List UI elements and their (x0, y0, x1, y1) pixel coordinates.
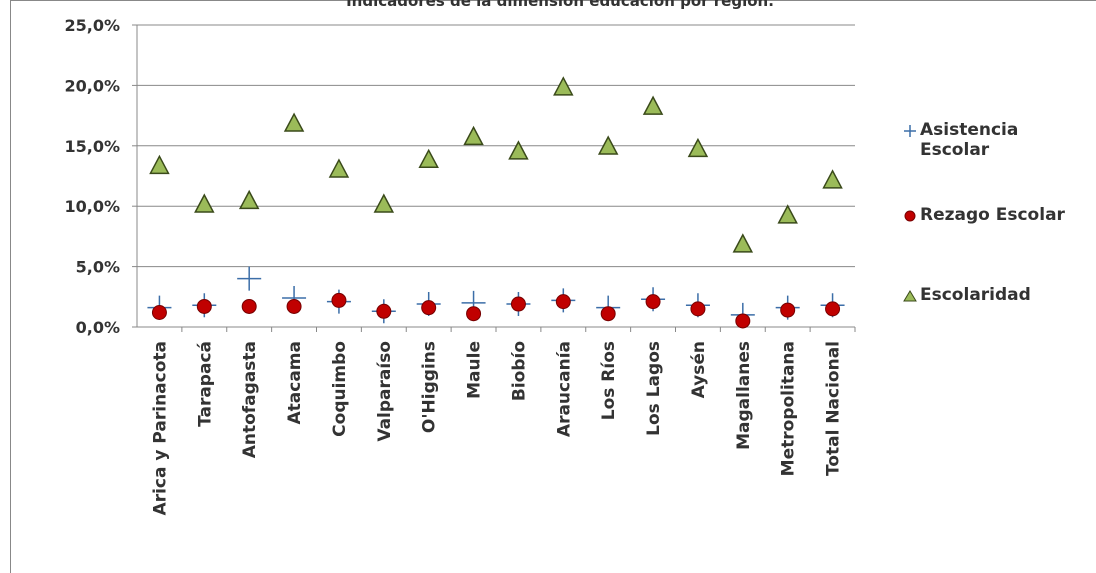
x-tick-label: Valparaíso (375, 341, 395, 442)
legend-marker (904, 125, 916, 137)
rezago-marker (286, 298, 302, 314)
escolaridad-marker (642, 95, 664, 115)
escolaridad-marker (822, 169, 843, 189)
escolaridad-marker (238, 189, 260, 210)
escolaridad-marker (373, 193, 395, 213)
escolaridad-marker (328, 158, 350, 178)
y-tick-label: 15,0% (64, 137, 120, 156)
x-tick-label: Los Lagos (644, 341, 664, 436)
legend-marker (904, 210, 916, 222)
rezago-marker (376, 303, 392, 319)
rezago-marker (645, 294, 661, 310)
x-tick-label: Metropolitana (779, 341, 799, 476)
escolaridad-marker (687, 137, 709, 158)
x-tick-label: Atacama (285, 341, 305, 425)
x-tick-label: Arica y Parinacota (150, 341, 170, 515)
rezago-marker (735, 313, 751, 329)
escolaridad-marker (553, 76, 574, 96)
x-tick-label: Araucanía (554, 341, 574, 437)
rezago-marker (241, 298, 257, 314)
escolaridad-marker (194, 193, 215, 213)
x-tick-label: Los Ríos (599, 341, 619, 420)
rezago-marker (690, 301, 706, 317)
escolaridad-marker (508, 140, 529, 160)
asistencia-marker (237, 266, 262, 291)
chart-title: Indicadores de la dimensión educación po… (346, 0, 774, 10)
rezago-marker (196, 298, 212, 314)
escolaridad-marker (283, 112, 305, 132)
y-tick-label: 25,0% (64, 16, 120, 35)
x-tick-label: O'Higgins (420, 341, 440, 433)
rezago-marker (510, 296, 526, 312)
legend-label: Escolaridad (920, 285, 1031, 305)
y-tick-label: 20,0% (64, 76, 120, 95)
legend-label: Asistencia Escolar (920, 120, 1019, 160)
y-tick-label: 0,0% (76, 318, 120, 337)
y-tick-label: 5,0% (76, 258, 120, 277)
rezago-marker (466, 306, 482, 322)
rezago-marker (555, 294, 571, 310)
escolaridad-marker (463, 125, 484, 146)
rezago-marker (151, 305, 167, 321)
x-tick-label: Biobío (509, 341, 529, 401)
rezago-marker (421, 300, 437, 316)
rezago-marker (825, 301, 841, 317)
x-tick-label: Aysén (689, 341, 709, 398)
rezago-marker (600, 306, 616, 322)
x-tick-label: Total Nacional (824, 341, 844, 476)
x-tick-label: Tarapacá (195, 341, 215, 427)
legend-marker (903, 290, 917, 302)
y-tick-label: 10,0% (64, 197, 120, 216)
escolaridad-marker (777, 204, 798, 224)
rezago-marker (780, 302, 796, 318)
escolaridad-marker (149, 154, 170, 175)
x-tick-label: Magallanes (734, 341, 754, 450)
x-tick-label: Maule (465, 341, 485, 399)
x-tick-label: Antofagasta (240, 341, 260, 458)
legend-item: Escolaridad (903, 285, 1031, 305)
escolaridad-marker (732, 233, 754, 253)
chart-frame (10, 0, 1096, 573)
escolaridad-marker (418, 148, 439, 169)
rezago-marker (331, 292, 347, 308)
escolaridad-marker (597, 135, 619, 155)
legend-item: Asistencia Escolar (903, 120, 1050, 160)
legend-label: Rezago Escolar (920, 205, 1065, 225)
x-tick-label: Coquimbo (330, 341, 350, 437)
legend-item: Rezago Escolar (903, 205, 1065, 225)
